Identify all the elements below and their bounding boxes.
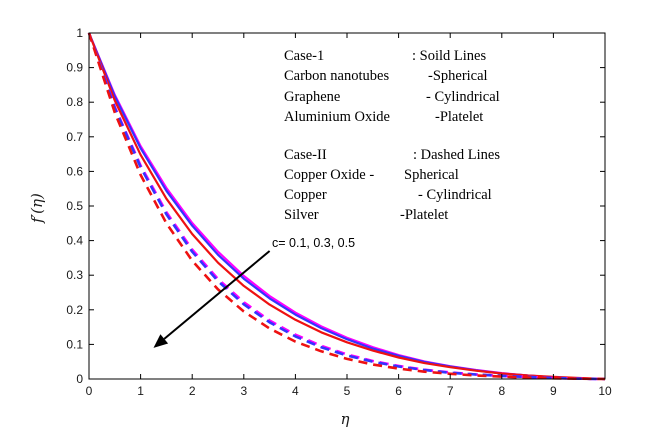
y-tick-label: 1 — [76, 26, 83, 40]
legend-value: -Platelet — [435, 109, 483, 125]
legend-value: - Cylindrical — [418, 187, 492, 203]
y-axis-title: f′(η) — [28, 193, 46, 224]
y-tick-label: 0.3 — [66, 268, 83, 282]
legend-value: - Cylindrical — [426, 89, 500, 105]
x-tick-label: 0 — [86, 384, 93, 398]
x-tick-label: 9 — [550, 384, 557, 398]
x-axis-title: η — [341, 410, 350, 428]
x-tick-label: 4 — [292, 384, 299, 398]
legend-label: Copper Oxide - — [284, 167, 374, 183]
series-line-4 — [87, 32, 606, 381]
legend: Case-1 : Soild Lines Carbon nanotubes -Sphe… — [284, 48, 500, 223]
x-tick-label: 3 — [240, 384, 247, 398]
annotation-arrow-line — [163, 250, 271, 340]
legend-value: -Spherical — [428, 68, 488, 84]
x-tick-label: 7 — [447, 384, 454, 398]
series-line-6 — [87, 32, 606, 381]
series-layer — [87, 32, 606, 381]
y-tick-label: 0.9 — [66, 61, 83, 75]
legend-label: Case-II — [284, 147, 327, 163]
series-line-2 — [87, 32, 606, 381]
y-tick-label: 0 — [76, 372, 83, 386]
legend-value: Spherical — [404, 167, 459, 183]
plot-frame — [88, 32, 606, 380]
y-tick-label: 0.5 — [66, 199, 83, 213]
x-tick-label: 1 — [137, 384, 144, 398]
annotation-arrow-head — [153, 334, 169, 348]
x-tick-label: 6 — [395, 384, 402, 398]
y-tick-label: 0.4 — [66, 234, 83, 248]
legend-value: -Platelet — [400, 207, 448, 223]
y-tick-label: 0.1 — [66, 337, 83, 351]
x-tick-label: 2 — [189, 384, 196, 398]
legend-label: Graphene — [284, 89, 340, 105]
legend-label: Carbon nanotubes — [284, 68, 389, 84]
legend-value: : Dashed Lines — [413, 147, 500, 163]
y-tick-label: 0.2 — [66, 303, 83, 317]
y-tick-label: 0.7 — [66, 130, 83, 144]
legend-value: : Soild Lines — [412, 48, 486, 64]
annotation-text: c= 0.1, 0.3, 0.5 — [272, 236, 355, 250]
legend-label: Silver — [284, 207, 319, 223]
y-tick-label: 0.6 — [66, 164, 83, 178]
series-line-1 — [87, 32, 606, 381]
legend-label: Case-1 — [284, 48, 324, 64]
x-tick-label: 5 — [344, 384, 351, 398]
series-line-3 — [87, 32, 606, 381]
tick-layer: 0 1 2 3 4 5 6 7 8 9 10 0 0.1 0.2 0.3 0.4 0.5 0.6 0.7 0.8 0.9… — [66, 26, 612, 398]
legend-label: Aluminium Oxide — [284, 109, 390, 125]
legend-label: Copper — [284, 187, 327, 203]
annotation: c= 0.1, 0.3, 0.5 — [153, 236, 355, 348]
series-line-5 — [87, 32, 606, 381]
x-tick-label: 10 — [598, 384, 612, 398]
x-tick-label: 8 — [498, 384, 505, 398]
y-tick-label: 0.8 — [66, 95, 83, 109]
